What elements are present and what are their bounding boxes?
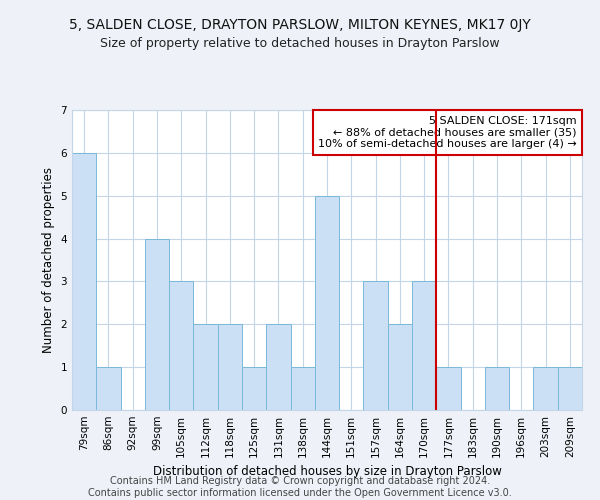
Text: Contains HM Land Registry data © Crown copyright and database right 2024.
Contai: Contains HM Land Registry data © Crown c… [88, 476, 512, 498]
Bar [169, 282, 193, 410]
Bar [412, 282, 436, 410]
Bar [193, 324, 218, 410]
Bar [266, 324, 290, 410]
Y-axis label: Number of detached properties: Number of detached properties [42, 167, 55, 353]
Bar [72, 153, 96, 410]
Bar [315, 196, 339, 410]
Bar [533, 367, 558, 410]
Bar [290, 367, 315, 410]
Bar [96, 367, 121, 410]
Bar [485, 367, 509, 410]
Text: Size of property relative to detached houses in Drayton Parslow: Size of property relative to detached ho… [100, 38, 500, 51]
Bar [242, 367, 266, 410]
Text: 5 SALDEN CLOSE: 171sqm
← 88% of detached houses are smaller (35)
10% of semi-det: 5 SALDEN CLOSE: 171sqm ← 88% of detached… [318, 116, 577, 149]
Bar [145, 238, 169, 410]
Bar [388, 324, 412, 410]
Bar [218, 324, 242, 410]
Bar [558, 367, 582, 410]
Text: 5, SALDEN CLOSE, DRAYTON PARSLOW, MILTON KEYNES, MK17 0JY: 5, SALDEN CLOSE, DRAYTON PARSLOW, MILTON… [69, 18, 531, 32]
Bar [364, 282, 388, 410]
Bar [436, 367, 461, 410]
X-axis label: Distribution of detached houses by size in Drayton Parslow: Distribution of detached houses by size … [152, 466, 502, 478]
